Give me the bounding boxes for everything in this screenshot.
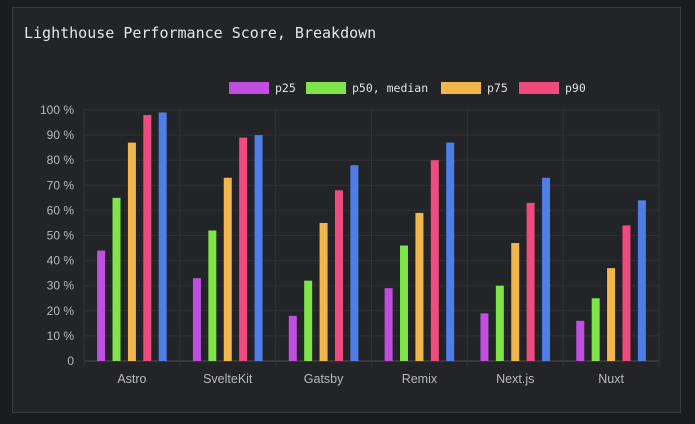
x-tick-label: SvelteKit — [203, 372, 253, 386]
bar[interactable] — [350, 165, 359, 361]
y-tick-label: 90 % — [47, 128, 75, 142]
y-tick-label: 100 % — [40, 103, 74, 117]
bar[interactable] — [319, 222, 328, 361]
bar[interactable] — [112, 197, 121, 361]
y-tick-label: 0 — [67, 354, 74, 368]
bar[interactable] — [127, 142, 136, 361]
legend-swatch-p50 — [306, 82, 346, 94]
legend-label-p90: p90 — [565, 81, 586, 95]
bar[interactable] — [288, 315, 297, 361]
y-tick-label: 30 % — [47, 279, 75, 293]
bar[interactable] — [400, 245, 409, 361]
legend-item-p25[interactable]: p25 — [229, 81, 296, 95]
bar[interactable] — [576, 320, 585, 361]
bars — [97, 112, 646, 362]
bar[interactable] — [607, 268, 616, 361]
bar[interactable] — [239, 137, 248, 361]
y-tick-label: 40 % — [47, 254, 75, 268]
bar[interactable] — [208, 230, 217, 361]
bar[interactable] — [511, 243, 520, 361]
bar[interactable] — [384, 288, 393, 361]
x-tick-label: Nuxt — [598, 372, 624, 386]
bar[interactable] — [254, 135, 263, 361]
y-tick-label: 10 % — [47, 329, 75, 343]
y-tick-label: 80 % — [47, 153, 75, 167]
chart-title: Lighthouse Performance Score, Breakdown — [24, 24, 377, 42]
y-tick-label: 50 % — [47, 229, 75, 243]
bar[interactable] — [192, 278, 201, 361]
bar[interactable] — [495, 285, 504, 361]
bar[interactable] — [591, 298, 600, 361]
legend-swatch-p90 — [519, 82, 559, 94]
bar[interactable] — [223, 177, 232, 361]
bar[interactable] — [304, 280, 313, 361]
x-tick-label: Astro — [117, 372, 146, 386]
bar[interactable] — [430, 160, 439, 361]
gridlines — [83, 109, 660, 367]
legend-item-p50[interactable]: p50, median — [306, 81, 428, 95]
bar[interactable] — [415, 212, 424, 361]
legend-item-p75[interactable]: p75 — [441, 81, 508, 95]
bar[interactable] — [542, 177, 551, 361]
bar[interactable] — [97, 250, 106, 361]
legend-swatch-p25 — [229, 82, 269, 94]
x-tick-label: Remix — [402, 372, 438, 386]
y-tick-label: 70 % — [47, 178, 75, 192]
y-axis-ticks: 0 10 % 20 % 30 % 40 % 50 % 60 % 70 % 80 % 90 % 100… — [40, 103, 74, 368]
bar[interactable] — [446, 142, 455, 361]
bar[interactable] — [526, 202, 535, 361]
legend-item-p90[interactable]: p90 — [519, 81, 586, 95]
x-tick-label: Gatsby — [304, 372, 344, 386]
x-tick-label: Next.js — [496, 372, 534, 386]
bar[interactable] — [334, 190, 343, 361]
legend-label-p50: p50, median — [352, 81, 429, 95]
legend-swatch-p75 — [441, 82, 481, 94]
bar[interactable] — [637, 200, 646, 361]
bar[interactable] — [622, 225, 631, 361]
legend-label-p25: p25 — [275, 81, 296, 95]
legend-label-p75: p75 — [487, 81, 508, 95]
bar[interactable] — [158, 112, 167, 361]
y-tick-label: 20 % — [47, 304, 75, 318]
x-axis-ticks: Astro SvelteKit Gatsby Remix Next.js Nuxt — [117, 372, 624, 386]
y-tick-label: 60 % — [47, 203, 75, 217]
bar[interactable] — [480, 313, 489, 361]
bar[interactable] — [143, 115, 152, 362]
